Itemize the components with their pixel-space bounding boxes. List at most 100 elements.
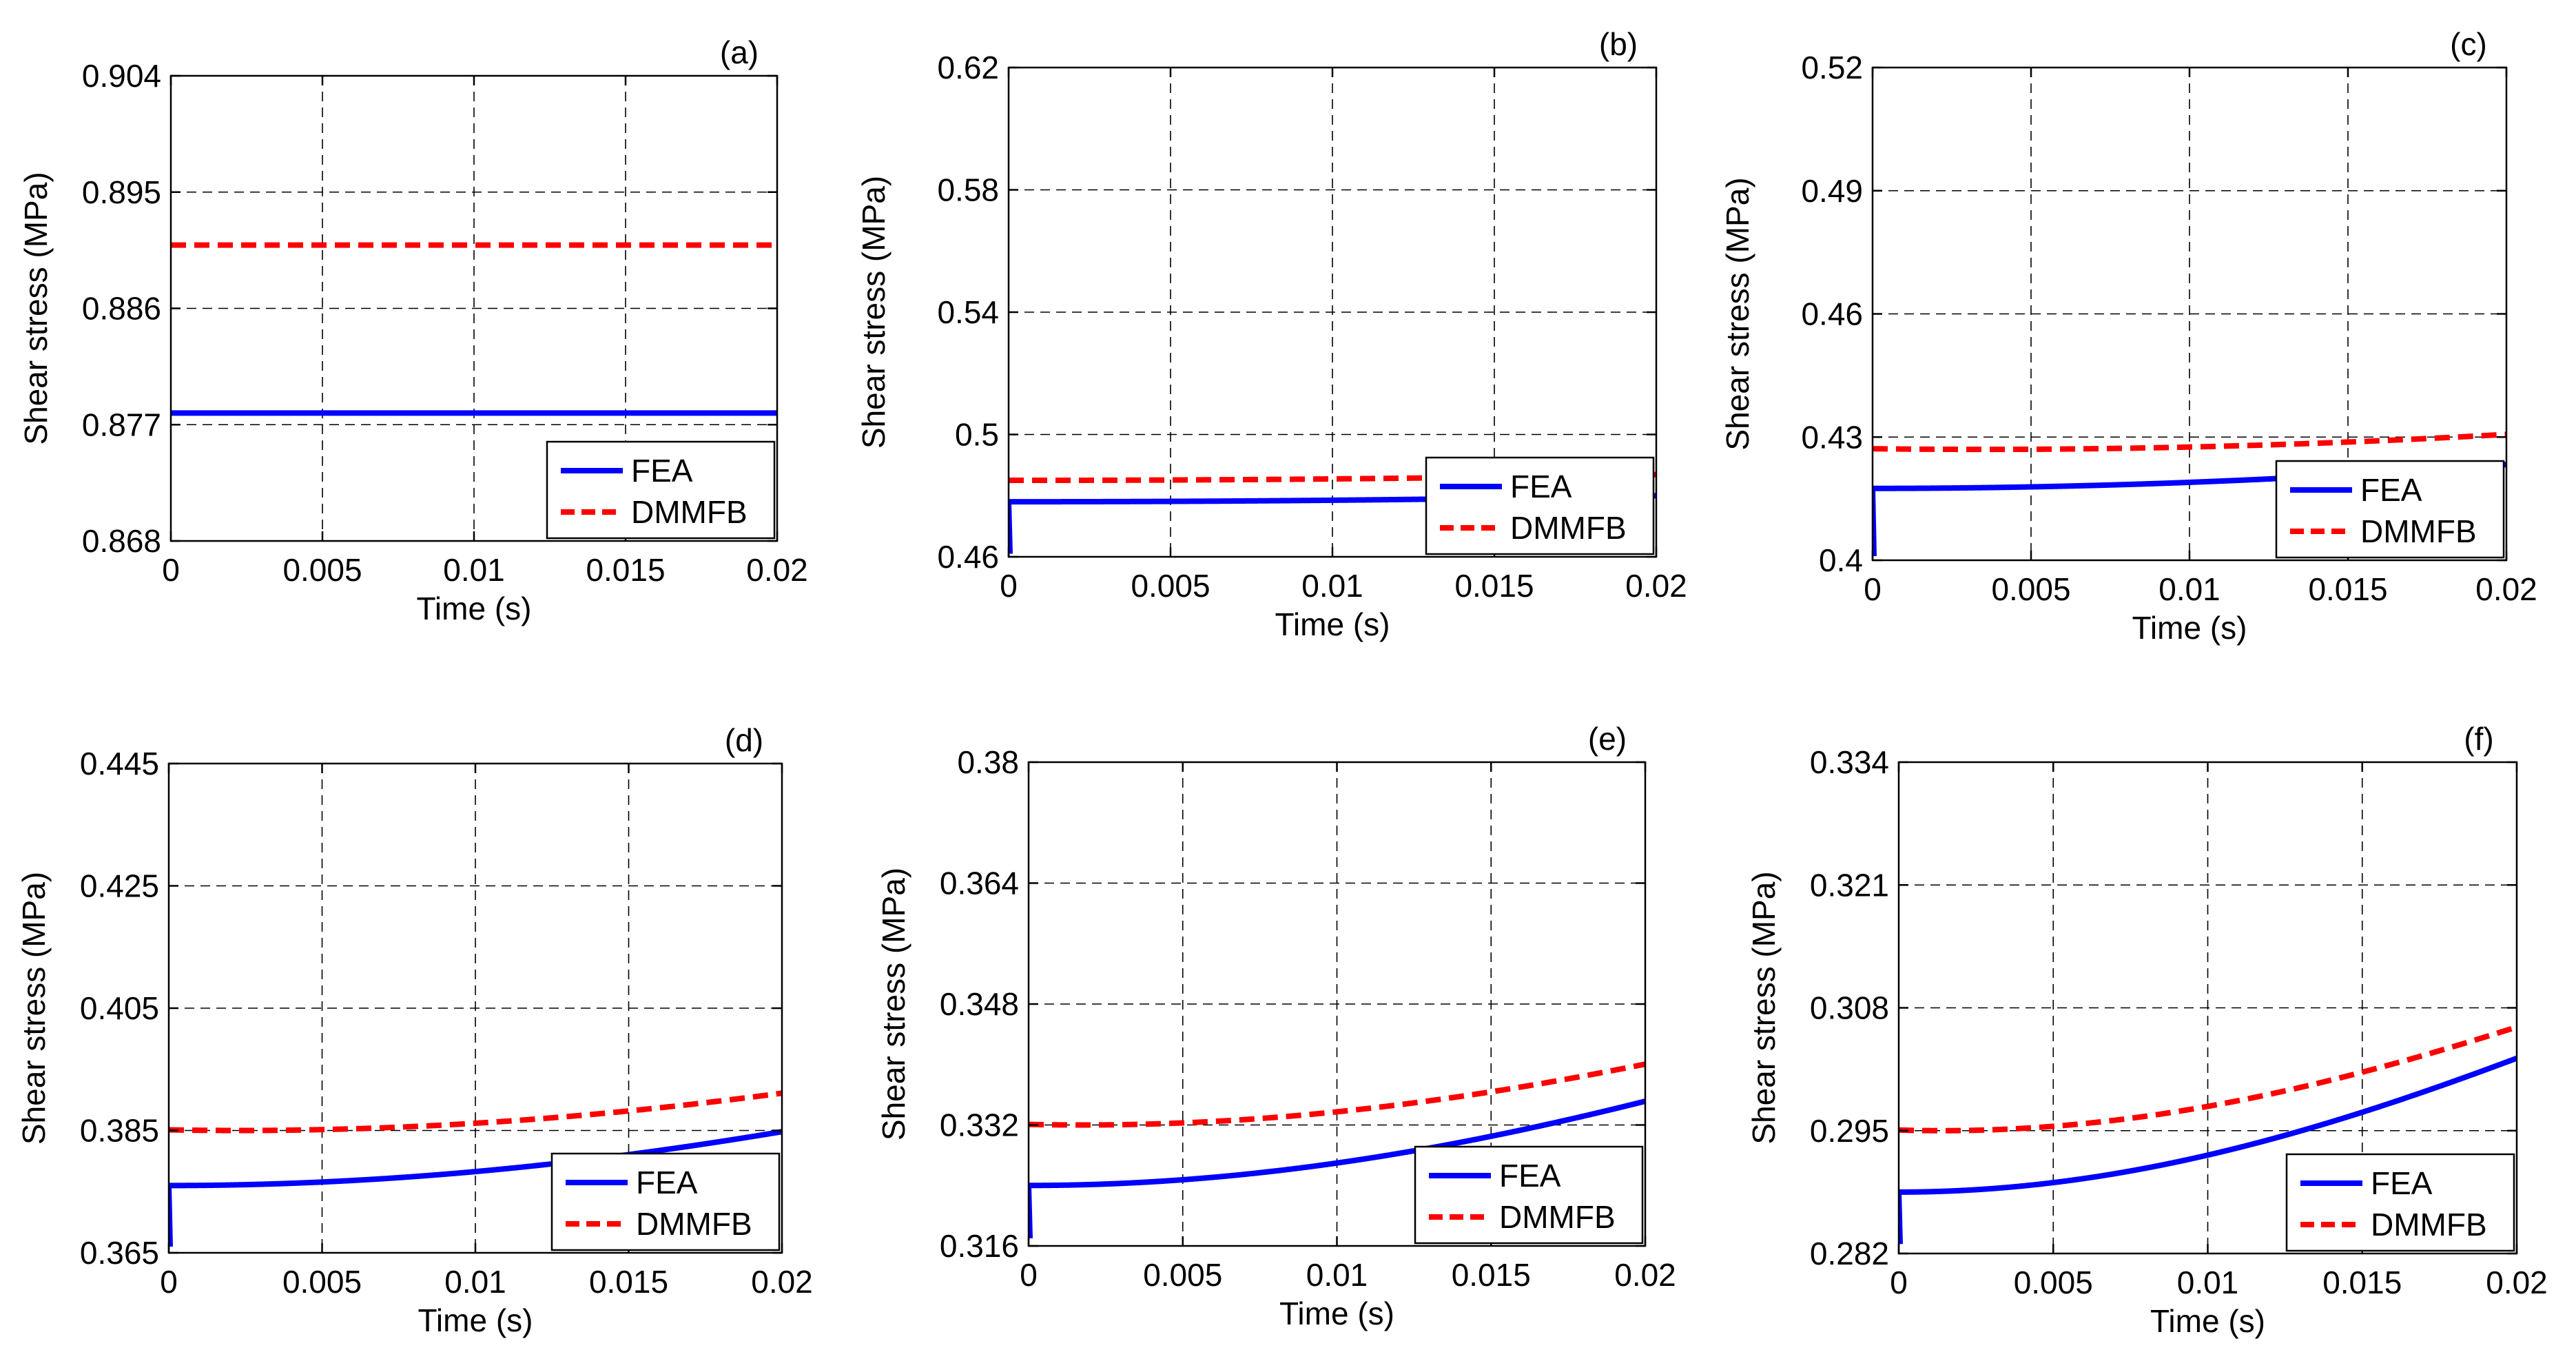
panel-label: (a) (720, 34, 759, 70)
y-axis-label: Shear stress (MPa) (856, 176, 892, 449)
y-axis-label: Shear stress (MPa) (18, 172, 54, 444)
y-tick-label: 0.308 (1810, 990, 1889, 1026)
legend-box (2275, 460, 2505, 559)
x-tick-label: 0.02 (1625, 568, 1687, 604)
y-tick-label: 0.348 (940, 986, 1019, 1022)
y-tick-label: 0.38 (957, 744, 1019, 780)
series-line-dmmfb (1029, 1061, 1645, 1128)
x-tick-label: 0.015 (586, 552, 665, 588)
legend: FEA DMMFB (2285, 1153, 2515, 1252)
panel-label: (f) (2464, 721, 2493, 757)
x-tick-label: 0 (162, 552, 180, 588)
panel-label: (d) (725, 722, 763, 758)
legend-label-dmmfb: DMMFB (2360, 513, 2477, 549)
y-tick-label: 0.405 (80, 990, 159, 1026)
legend-label-fea: FEA (1510, 469, 1572, 504)
x-tick-label: 0 (160, 1264, 178, 1300)
legend: FEA DMMFB (546, 440, 776, 540)
x-tick-label: 0.005 (1991, 571, 2070, 607)
series-line-fea (169, 1129, 782, 1247)
x-tick-label: 0.005 (282, 1264, 362, 1300)
y-tick-label: 0.425 (80, 868, 159, 904)
series-line-fea (1029, 1098, 1645, 1239)
y-tick-label: 0.49 (1801, 173, 1863, 209)
y-tick-label: 0.334 (1810, 744, 1889, 780)
x-tick-label: 0.01 (443, 552, 505, 588)
series-line-dmmfb (1873, 431, 2506, 453)
y-tick-label: 0.54 (937, 294, 999, 330)
series-group (171, 242, 777, 416)
y-tick-label: 0.295 (1810, 1113, 1889, 1149)
x-tick-label: 0.01 (2158, 571, 2220, 607)
x-tick-label: 0.015 (1452, 1257, 1531, 1293)
legend: FEA DMMFB (1425, 456, 1655, 555)
y-tick-label: 0.316 (940, 1228, 1019, 1264)
y-tick-label: 0.877 (82, 407, 161, 442)
y-axis-label: Shear stress (MPa) (16, 872, 52, 1145)
chart-panel-f: 0 0.005 0.01 0.015 0.02 0.282 0.295 0.308 0.321 0… (1746, 721, 2548, 1339)
series-group (169, 1090, 782, 1247)
y-tick-label: 0.364 (940, 866, 1019, 901)
chart-panel-b: 0 0.005 0.01 0.015 0.02 0.46 0.5 0.54 0.58 0.62 Ti… (856, 26, 1687, 642)
x-tick-label: 0.01 (1301, 568, 1363, 604)
legend-label-fea: FEA (631, 453, 693, 489)
chart-panel-c: 0 0.005 0.01 0.015 0.02 0.4 0.43 0.46 0.49 0.52 Ti… (1720, 26, 2537, 646)
x-axis-label: Time (s) (418, 1302, 533, 1338)
y-axis-label: Shear stress (MPa) (1746, 871, 1782, 1144)
legend-box (546, 440, 776, 540)
y-tick-label: 0.365 (80, 1235, 159, 1271)
legend-label-fea: FEA (636, 1165, 698, 1200)
y-tick-label: 0.43 (1801, 419, 1863, 455)
y-tick-label: 0.282 (1810, 1236, 1889, 1271)
series-group (1029, 1061, 1645, 1239)
y-tick-label: 0.904 (82, 58, 161, 94)
series-line-fea (1899, 1055, 2517, 1245)
x-axis-label: Time (s) (2132, 610, 2247, 646)
y-tick-label: 0.868 (82, 523, 161, 559)
x-axis-label: Time (s) (417, 591, 532, 626)
x-tick-label: 0 (1020, 1257, 1038, 1293)
panel-label: (e) (1588, 721, 1627, 757)
x-tick-label: 0.02 (2475, 571, 2537, 607)
legend-label-dmmfb: DMMFB (636, 1206, 752, 1242)
x-tick-label: 0.005 (2014, 1265, 2093, 1300)
x-tick-label: 0.01 (1306, 1257, 1368, 1293)
y-tick-label: 0.886 (82, 291, 161, 327)
y-tick-label: 0.58 (937, 172, 999, 208)
legend-box (1425, 456, 1655, 555)
y-tick-label: 0.46 (937, 539, 999, 575)
x-tick-label: 0 (1000, 568, 1018, 604)
legend-label-fea: FEA (2371, 1165, 2433, 1201)
x-tick-label: 0.015 (2322, 1265, 2402, 1300)
chart-panel-d: 0 0.005 0.01 0.015 0.02 0.365 0.385 0.405 0.425 0… (16, 722, 813, 1338)
x-tick-label: 0.02 (746, 552, 808, 588)
y-tick-label: 0.46 (1801, 296, 1863, 332)
series-line-dmmfb (1899, 1024, 2517, 1134)
series-line-dmmfb (169, 1090, 782, 1134)
y-axis-label: Shear stress (MPa) (876, 868, 911, 1140)
legend-box (550, 1152, 781, 1251)
chart-panel-e: 0 0.005 0.01 0.015 0.02 0.316 0.332 0.348 0.364 0… (876, 721, 1676, 1331)
series-group (1899, 1024, 2517, 1245)
y-tick-label: 0.4 (1819, 542, 1863, 578)
x-tick-label: 0.005 (282, 552, 362, 588)
y-tick-label: 0.385 (80, 1113, 159, 1149)
legend: FEA DMMFB (2275, 460, 2505, 559)
legend-box (2285, 1153, 2515, 1252)
x-tick-label: 0 (1890, 1265, 1908, 1300)
legend-box (1414, 1145, 1644, 1245)
panel-label: (c) (2450, 26, 2487, 62)
chart-panel-a: 0 0.005 0.01 0.015 0.02 0.868 0.877 0.886 0.895 0… (18, 34, 808, 626)
y-tick-label: 0.895 (82, 174, 161, 210)
y-tick-label: 0.445 (80, 746, 159, 781)
x-axis-label: Time (s) (1279, 1296, 1394, 1331)
x-axis-label: Time (s) (1275, 606, 1390, 642)
y-tick-label: 0.62 (937, 50, 999, 85)
x-tick-label: 0.005 (1131, 568, 1210, 604)
x-tick-label: 0 (1864, 571, 1882, 607)
x-tick-label: 0.02 (1614, 1257, 1676, 1293)
x-tick-label: 0.02 (751, 1264, 813, 1300)
x-tick-label: 0.015 (589, 1264, 668, 1300)
legend-label-dmmfb: DMMFB (2371, 1207, 2487, 1242)
legend-label-dmmfb: DMMFB (1510, 510, 1627, 546)
